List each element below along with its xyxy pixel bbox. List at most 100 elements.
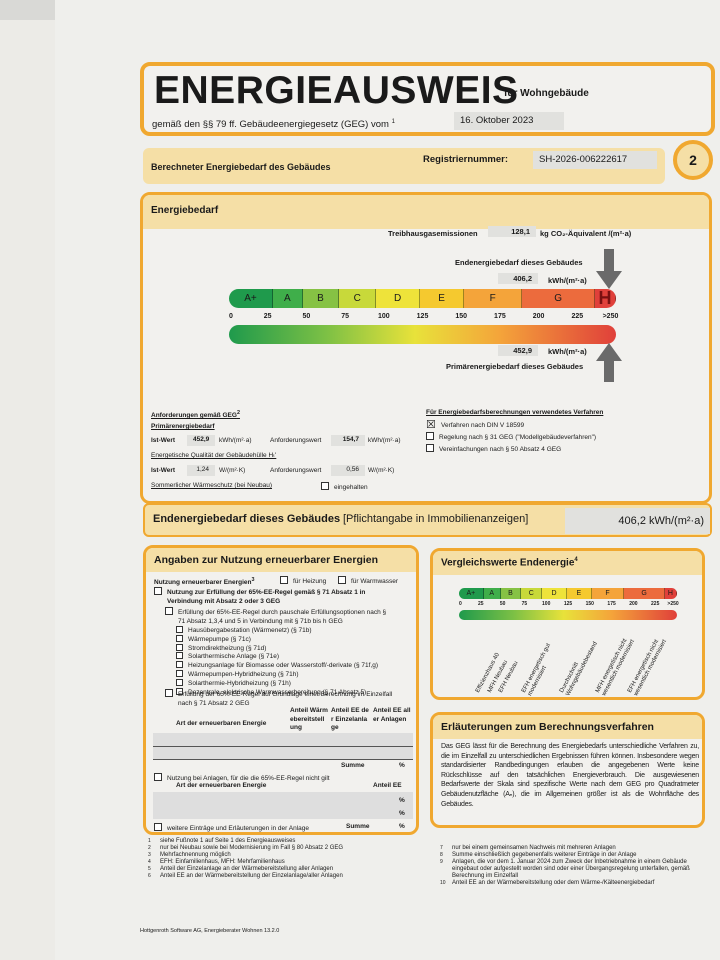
checkbox[interactable]	[176, 643, 183, 651]
underlying-sheet	[0, 20, 60, 960]
table-input-area-2[interactable]	[153, 792, 413, 819]
energy-class-G: G	[522, 289, 595, 308]
energy-class-B: B	[302, 289, 340, 308]
checkbox[interactable]	[280, 576, 288, 584]
checkbox[interactable]	[176, 634, 183, 642]
pct-2: %	[399, 797, 405, 804]
checkbox[interactable]	[176, 687, 183, 695]
method-option[interactable]: Vereinfachungen nach § 50 Absatz 4 GEG	[426, 443, 596, 455]
section-label: Berechneter Energiebedarf des Gebäudes	[151, 162, 331, 172]
end-energy-bar: Endenergiebedarf dieses Gebäudes [Pflich…	[143, 503, 712, 537]
checkbox[interactable]	[165, 689, 173, 697]
col-ee-single: Anteil EE der Einzelanlage	[331, 707, 369, 731]
renewable-use: Nutzung erneuerbarer Energien3	[154, 576, 255, 588]
checkbox[interactable]	[176, 661, 183, 669]
rule2-label: Nutzung bei Anlagen, für die die 65%-EE-…	[167, 775, 330, 782]
rule1a-checkbox[interactable]: Erfüllung der 65%-EE-Regel durch pauscha…	[165, 607, 395, 626]
energy-class-E: E	[420, 289, 465, 308]
scale-tick: 50	[499, 601, 506, 607]
primary-unit: kWh/(m²·a)	[219, 437, 252, 444]
footnotes-left: 1 siehe Fußnote 1 auf Seite 1 des Energie…	[148, 838, 433, 880]
scale-tick: 50	[302, 313, 311, 320]
scale-tick: 25	[263, 313, 272, 320]
renewable-option[interactable]: Heizungsanlage für Biomasse oder Wassers…	[176, 661, 378, 670]
energy-class-B: B	[500, 588, 522, 599]
envelope-anf-value: 0,56	[331, 465, 365, 476]
warmwater-checkbox[interactable]: für Warmwasser	[338, 576, 398, 587]
energy-demand-section: Energiebedarf Treibhausgasemissionen 128…	[140, 192, 712, 504]
pct-3: %	[399, 810, 405, 817]
renewable-option[interactable]: Hausübergabestation (Wärmenetz) (§ 71b)	[176, 626, 378, 635]
footnote-text: siehe Fußnote 1 auf Seite 1 des Energiea…	[160, 838, 296, 844]
method-option[interactable]: ☒ Verfahren nach DIN V 18599	[426, 418, 596, 431]
checkbox[interactable]	[154, 773, 162, 781]
checkbox[interactable]	[176, 669, 183, 677]
renewable-options: Hausübergabestation (Wärmenetz) (§ 71b) W…	[176, 626, 378, 696]
ghg-unit: kg CO₂-Äquivalent /(m²·a)	[540, 229, 632, 238]
checkbox[interactable]	[321, 482, 329, 490]
rule1b-label: Erfüllung der 65%-EE-Regel auf Grundlage…	[178, 691, 393, 707]
scale-tick: 100	[542, 601, 551, 607]
anf-label-2: Anforderungswert	[270, 467, 322, 474]
energy-class-F: F	[464, 289, 523, 308]
primary-anf-value: 154,7	[331, 435, 365, 446]
checkbox[interactable]	[176, 626, 183, 633]
sum-pct-2: %	[399, 823, 405, 830]
scale-tick: 175	[607, 601, 616, 607]
renewable-option[interactable]: Wärmepumpen-Hybridheizung (§ 71h)	[176, 669, 378, 679]
footnote: 8 Summe einschließlich gegebenenfalls wei…	[440, 852, 710, 859]
end-energy-value: 406,2	[498, 273, 538, 284]
footnote-number: 8	[440, 852, 443, 858]
checked-checkbox-icon[interactable]: ☒	[426, 418, 436, 431]
option-label: Stromdirektheizung (§ 71d)	[188, 644, 267, 652]
scale-tick: 25	[478, 601, 484, 607]
ist-label: Ist-Wert	[151, 437, 176, 444]
footnote-text: Summe einschließlich gegebenenfalls weit…	[452, 852, 637, 858]
anf-label: Anforderungswert	[270, 437, 322, 444]
renewable-option[interactable]: Solarthermie-Hybridheizung (§ 71h)	[176, 678, 378, 688]
col-ee: Anteil EE	[373, 782, 402, 789]
checkbox[interactable]	[426, 443, 434, 452]
primary-energy-value: 452,9	[498, 345, 538, 356]
checkbox[interactable]	[165, 607, 173, 615]
summer-checkbox[interactable]: eingehalten	[321, 482, 368, 493]
col-heat-share: Anteil Wärmebereitstellung	[290, 707, 328, 731]
section-title: Erläuterungen zum Berechnungsverfahren	[433, 715, 702, 739]
renewable-option[interactable]: Solarthermische Anlage (§ 71e)	[176, 652, 378, 661]
checkbox[interactable]	[176, 678, 183, 686]
arrow-down-head-icon	[596, 271, 622, 289]
checkbox[interactable]	[154, 587, 162, 595]
renewable-option[interactable]: Dezentrale, elektrische Warmwasserbereit…	[176, 687, 378, 697]
comparison-class-scale: A+ A B C D E F G H	[459, 588, 677, 599]
rule1b-checkbox[interactable]: Erfüllung der 65%-EE-Regel auf Grundlage…	[165, 689, 395, 708]
arrow-up-head-icon	[596, 343, 622, 361]
renewable-energy-section: Angaben zur Nutzung erneuerbarer Energie…	[143, 545, 419, 835]
footnote-number: 5	[148, 866, 151, 872]
option-label: Solarthermie-Hybridheizung (§ 71h)	[188, 679, 291, 687]
end-energy-bar-label: Endenergiebedarf dieses Gebäudes	[153, 513, 341, 525]
energy-class-D: D	[542, 588, 567, 599]
rule1-checkbox[interactable]: Nutzung zur Erfüllung der 65%-EE-Regel g…	[154, 587, 369, 606]
ghg-label: Treibhausgasemissionen	[388, 229, 478, 238]
method-option[interactable]: Regelung nach § 31 GEG ("Modellgebäudeve…	[426, 431, 596, 443]
footnote: 3 Mehrfachnennung möglich	[148, 852, 433, 859]
option-label: Wärmepumpe (§ 71c)	[188, 635, 251, 643]
page-title: ENERGIEAUSWEIS	[154, 69, 519, 112]
checkbox[interactable]	[338, 576, 346, 584]
scale-tick: 100	[377, 313, 390, 320]
rule2-checkbox[interactable]: Nutzung bei Anlagen, für die die 65%-EE-…	[154, 773, 330, 784]
end-energy-label: Endenergiebedarf dieses Gebäudes	[455, 258, 583, 267]
checkbox[interactable]	[154, 823, 162, 831]
heating-checkbox[interactable]: für Heizung	[280, 576, 326, 587]
scale-tick: 200	[532, 313, 545, 320]
footnote: 4 EFH: Einfamilienhaus, MFH: Mehrfamilien…	[148, 859, 433, 866]
energy-class-A: A	[483, 588, 501, 599]
checkbox[interactable]	[426, 431, 434, 440]
checkbox[interactable]	[176, 652, 183, 660]
renewable-option[interactable]: Wärmepumpe (§ 71c)	[176, 634, 378, 644]
registration-label: Registriernummer:	[423, 154, 508, 165]
use-label: Nutzung erneuerbarer Energien	[154, 579, 252, 587]
renewable-option[interactable]: Stromdirektheizung (§ 71d)	[176, 643, 378, 653]
more-entries-checkbox[interactable]: weitere Einträge und Erläuterungen in de…	[154, 823, 309, 834]
page-number-badge: 2	[673, 140, 713, 180]
